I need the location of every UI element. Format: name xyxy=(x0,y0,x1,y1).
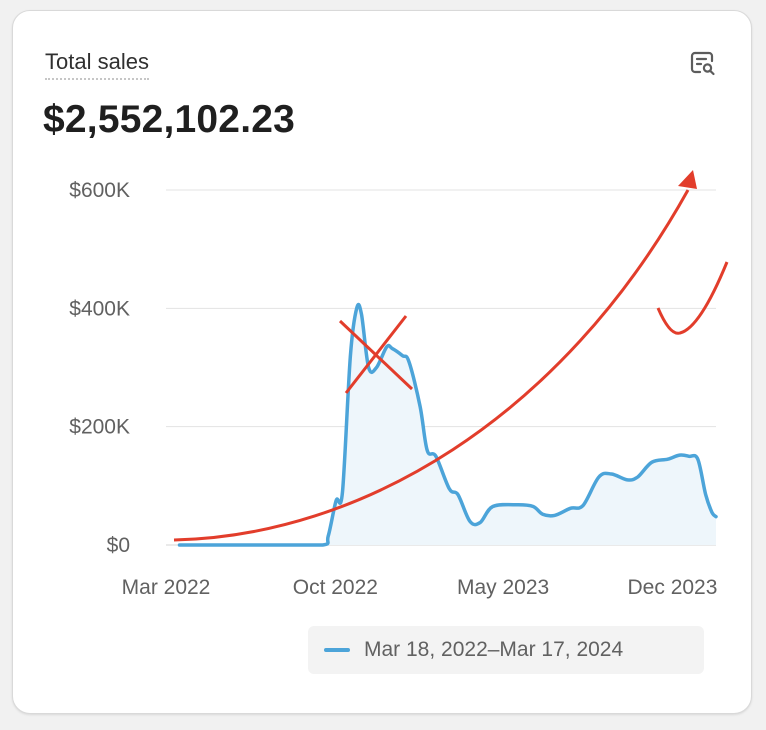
y-tick-label: $600K xyxy=(69,179,130,202)
x-tick-label: Dec 2023 xyxy=(628,576,718,599)
y-tick-label: $200K xyxy=(69,416,130,439)
cross-mark-stroke xyxy=(344,315,408,394)
report-search-icon xyxy=(690,51,715,76)
y-tick-label: $0 xyxy=(107,534,130,557)
hook-mark xyxy=(656,261,729,335)
annotation-layer xyxy=(173,170,729,542)
insights-button[interactable] xyxy=(685,45,721,81)
series-layer xyxy=(177,302,718,547)
legend-swatch xyxy=(324,648,350,652)
chart-legend[interactable]: Mar 18, 2022–Mar 17, 2024 xyxy=(308,626,704,674)
series-line[interactable] xyxy=(177,302,718,547)
y-tick-label: $400K xyxy=(69,297,130,320)
total-sales-value: $2,552,102.23 xyxy=(43,98,296,141)
x-tick-label: Mar 2022 xyxy=(122,576,211,599)
growth-arrow-line xyxy=(173,189,690,542)
y-axis-ticks: $0 $200K $400K $600K xyxy=(69,179,130,557)
x-tick-label: May 2023 xyxy=(457,576,549,599)
x-axis-ticks: Mar 2022 Oct 2022 May 2023 Dec 2023 xyxy=(122,576,718,599)
card-title[interactable]: Total sales xyxy=(45,49,149,80)
growth-arrow-head xyxy=(678,170,697,189)
series-area-fill xyxy=(179,304,716,545)
x-tick-label: Oct 2022 xyxy=(293,576,378,599)
legend-label: Mar 18, 2022–Mar 17, 2024 xyxy=(364,638,624,661)
